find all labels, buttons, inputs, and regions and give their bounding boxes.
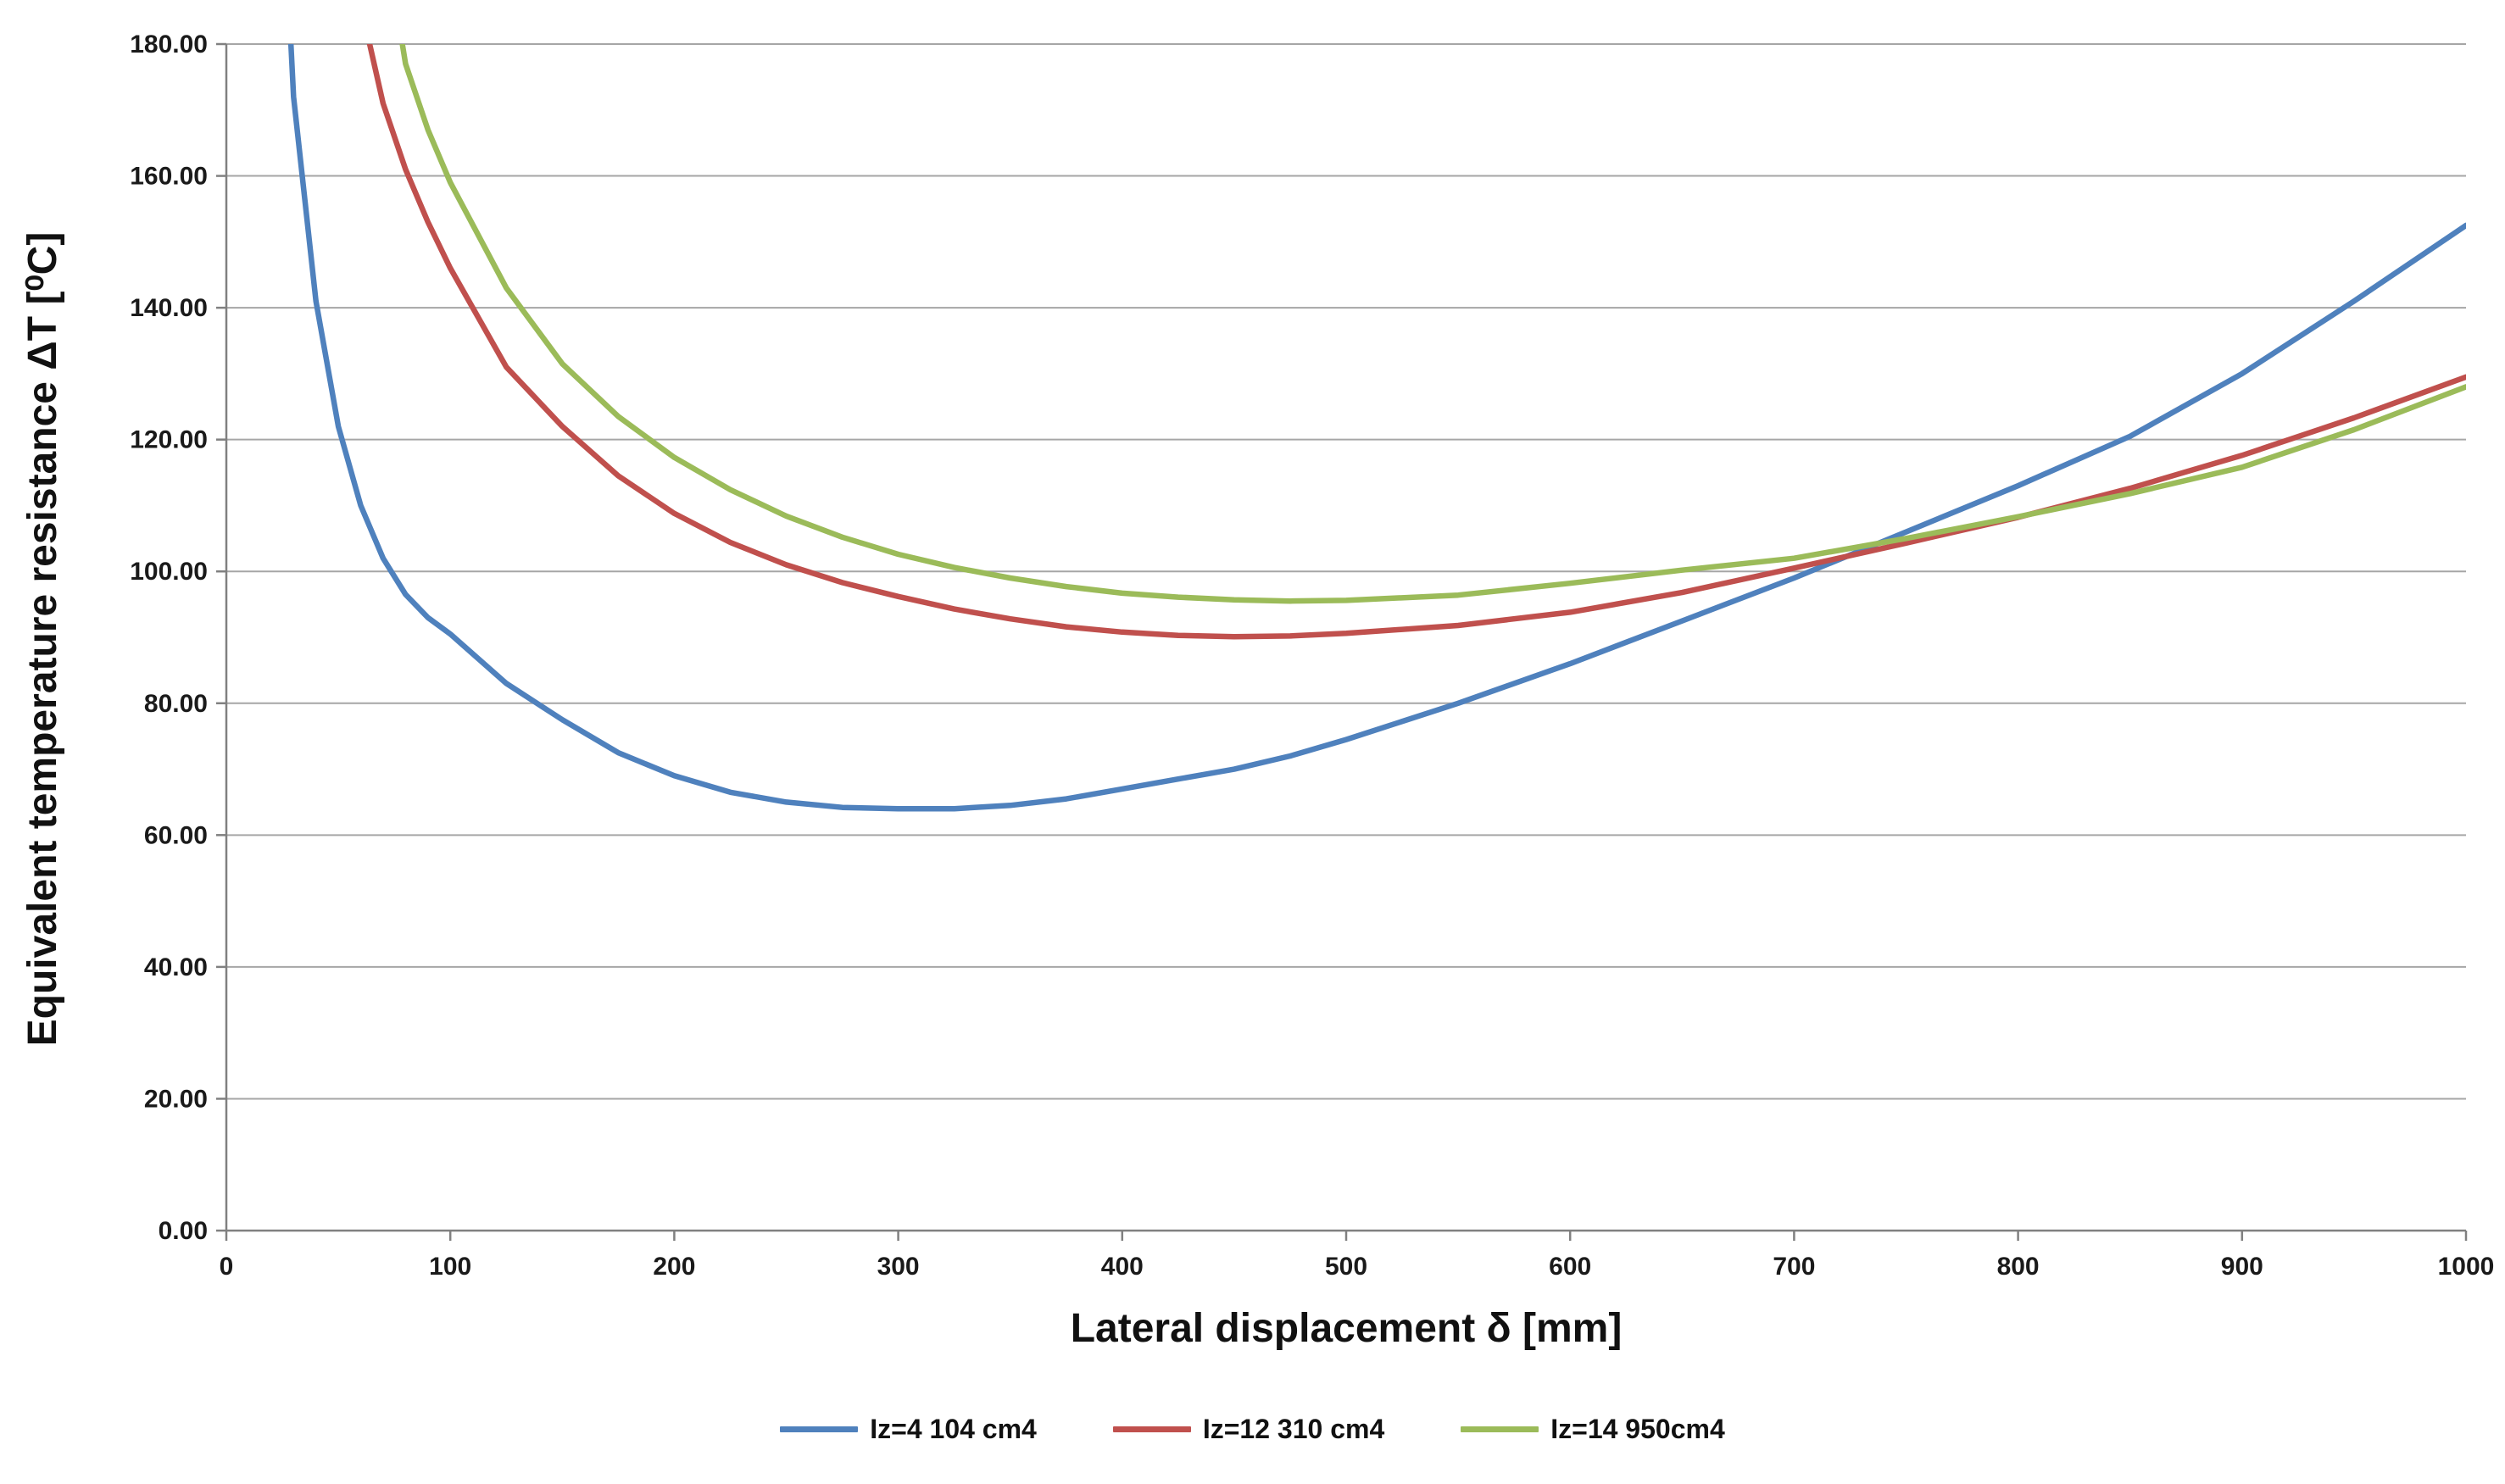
x-tick-label: 500: [1325, 1253, 1367, 1281]
y-tick-label: 180.00: [130, 31, 208, 58]
y-tick-label: 0.00: [159, 1217, 208, 1245]
y-axis-title: Equivalent temperature resistance ΔT [⁰C…: [20, 231, 65, 1047]
x-axis-title: Lateral displacement δ [mm]: [1070, 1306, 1623, 1351]
x-tick-label: 300: [877, 1253, 920, 1281]
y-tick-label: 40.00: [144, 953, 208, 981]
y-tick-label: 20.00: [144, 1085, 208, 1113]
legend-label: Iz=4 104 cm4: [870, 1414, 1037, 1444]
y-tick-label: 140.00: [130, 294, 208, 322]
x-tick-label: 200: [653, 1253, 695, 1281]
x-tick-label: 0: [220, 1253, 234, 1281]
x-tick-label: 800: [1997, 1253, 2040, 1281]
legend-item: Iz=12 310 cm4: [1112, 1414, 1385, 1445]
legend-swatch: [1461, 1426, 1539, 1432]
y-tick-label: 60.00: [144, 821, 208, 849]
x-tick-label: 600: [1549, 1253, 1591, 1281]
legend-swatch: [780, 1426, 859, 1432]
legend-swatch: [1112, 1426, 1191, 1432]
legend-label: Iz=14 950cm4: [1550, 1414, 1725, 1444]
x-tick-label: 400: [1101, 1253, 1144, 1281]
legend-item: Iz=4 104 cm4: [780, 1414, 1037, 1445]
x-tick-label: 900: [2221, 1253, 2263, 1281]
x-tick-label: 100: [429, 1253, 471, 1281]
series-line: [366, 44, 2466, 640]
legend: Iz=4 104 cm4 Iz=12 310 cm4 Iz=14 950cm4: [0, 1414, 2505, 1445]
y-tick-label: 100.00: [130, 558, 208, 586]
legend-item: Iz=14 950cm4: [1461, 1414, 1725, 1445]
x-tick-label: 700: [1773, 1253, 1815, 1281]
legend-label: Iz=12 310 cm4: [1202, 1414, 1385, 1444]
y-tick-label: 160.00: [130, 163, 208, 191]
series-line: [287, 44, 2466, 812]
series-line: [399, 44, 2466, 604]
x-tick-label: 1000: [2438, 1253, 2495, 1281]
y-tick-label: 80.00: [144, 690, 208, 718]
y-tick-label: 120.00: [130, 426, 208, 454]
